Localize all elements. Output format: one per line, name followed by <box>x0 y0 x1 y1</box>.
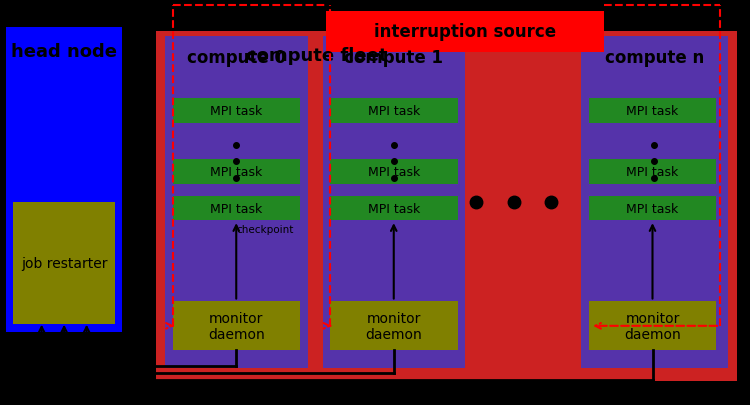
Text: compute 1: compute 1 <box>344 49 443 66</box>
FancyBboxPatch shape <box>165 36 308 369</box>
FancyBboxPatch shape <box>6 28 122 332</box>
Text: MPI task: MPI task <box>368 202 420 215</box>
Text: MPI task: MPI task <box>210 105 262 118</box>
FancyBboxPatch shape <box>589 99 716 124</box>
FancyBboxPatch shape <box>326 12 604 53</box>
FancyBboxPatch shape <box>330 302 458 350</box>
FancyBboxPatch shape <box>589 196 716 221</box>
Text: MPI task: MPI task <box>626 105 679 118</box>
FancyBboxPatch shape <box>13 202 115 324</box>
Text: monitor
daemon: monitor daemon <box>365 311 422 341</box>
Text: MPI task: MPI task <box>210 166 262 179</box>
FancyBboxPatch shape <box>172 160 300 184</box>
Text: monitor
daemon: monitor daemon <box>624 311 681 341</box>
Text: compute fleet: compute fleet <box>246 47 388 64</box>
FancyBboxPatch shape <box>581 36 728 369</box>
FancyBboxPatch shape <box>330 99 458 124</box>
Text: MPI task: MPI task <box>626 166 679 179</box>
FancyBboxPatch shape <box>156 32 737 381</box>
FancyBboxPatch shape <box>589 160 716 184</box>
Text: monitor
daemon: monitor daemon <box>208 311 265 341</box>
FancyBboxPatch shape <box>330 196 458 221</box>
Text: head node: head node <box>11 43 117 60</box>
Text: compute n: compute n <box>604 49 704 66</box>
Text: MPI task: MPI task <box>368 166 420 179</box>
Text: MPI task: MPI task <box>626 202 679 215</box>
Text: job restarter: job restarter <box>21 256 107 270</box>
FancyBboxPatch shape <box>172 302 300 350</box>
Text: interruption source: interruption source <box>374 23 556 41</box>
FancyBboxPatch shape <box>589 302 716 350</box>
FancyBboxPatch shape <box>330 160 458 184</box>
Text: checkpoint: checkpoint <box>236 225 294 235</box>
Text: compute 0: compute 0 <box>187 49 286 66</box>
FancyBboxPatch shape <box>172 196 300 221</box>
FancyBboxPatch shape <box>172 99 300 124</box>
Text: MPI task: MPI task <box>368 105 420 118</box>
FancyBboxPatch shape <box>322 36 465 369</box>
Text: MPI task: MPI task <box>210 202 262 215</box>
